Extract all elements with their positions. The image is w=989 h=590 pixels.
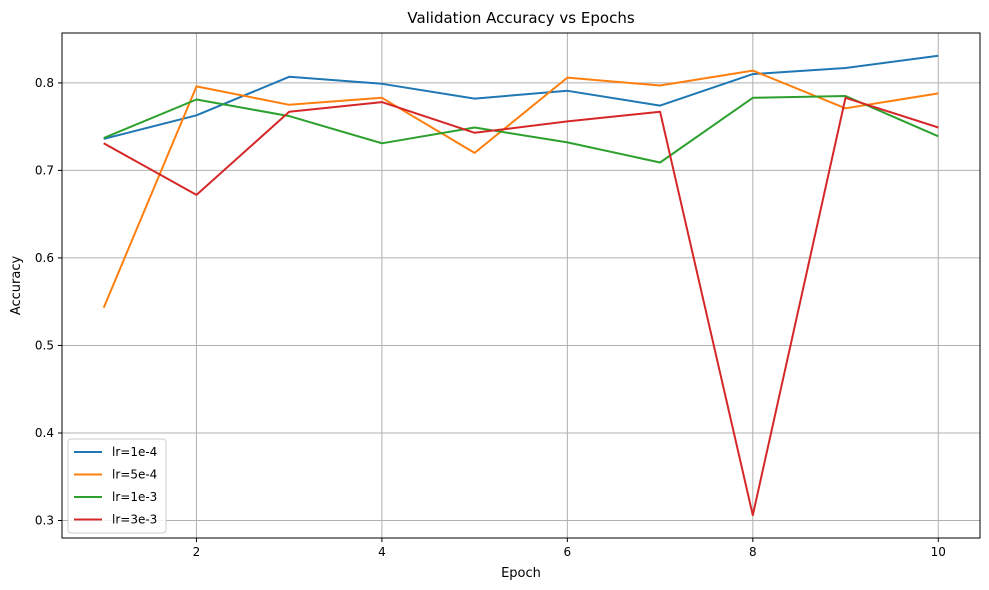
series-line-3 [103,95,939,164]
x-axis-label: Epoch [501,566,541,581]
series-line-2 [102,69,939,309]
plot-frame [61,32,981,539]
x-tick-label: 6 [564,545,572,559]
y-tick-label: 0.5 [35,338,54,352]
series-lines [102,54,939,517]
y-tick-label: 0.6 [35,251,54,265]
chart-title: Validation Accuracy vs Epochs [407,9,634,27]
legend-label: lr=3e-3 [112,513,157,527]
series-line-4 [103,96,939,517]
y-tick-label: 0.7 [35,163,54,177]
legend-label: lr=5e-4 [112,468,157,482]
x-tick-label: 4 [378,545,386,559]
y-axis-label: Accuracy [9,256,24,316]
y-tick-label: 0.3 [35,513,54,527]
y-tick-label: 0.8 [35,76,54,90]
legend: lr=1e-4 lr=5e-4 lr=1e-3 lr=3e-3 [67,438,167,534]
grid [62,33,980,538]
x-tick-label: 8 [749,545,757,559]
y-tick-label: 0.4 [35,426,54,440]
x-tick-label: 10 [931,545,946,559]
legend-box [67,438,167,534]
x-tick-label: 2 [193,545,201,559]
ticks: 2 4 6 8 10 0.3 0.4 0.5 0.6 0.7 0.8 [35,76,946,559]
legend-label: lr=1e-4 [112,445,157,459]
legend-label: lr=1e-3 [112,490,157,504]
